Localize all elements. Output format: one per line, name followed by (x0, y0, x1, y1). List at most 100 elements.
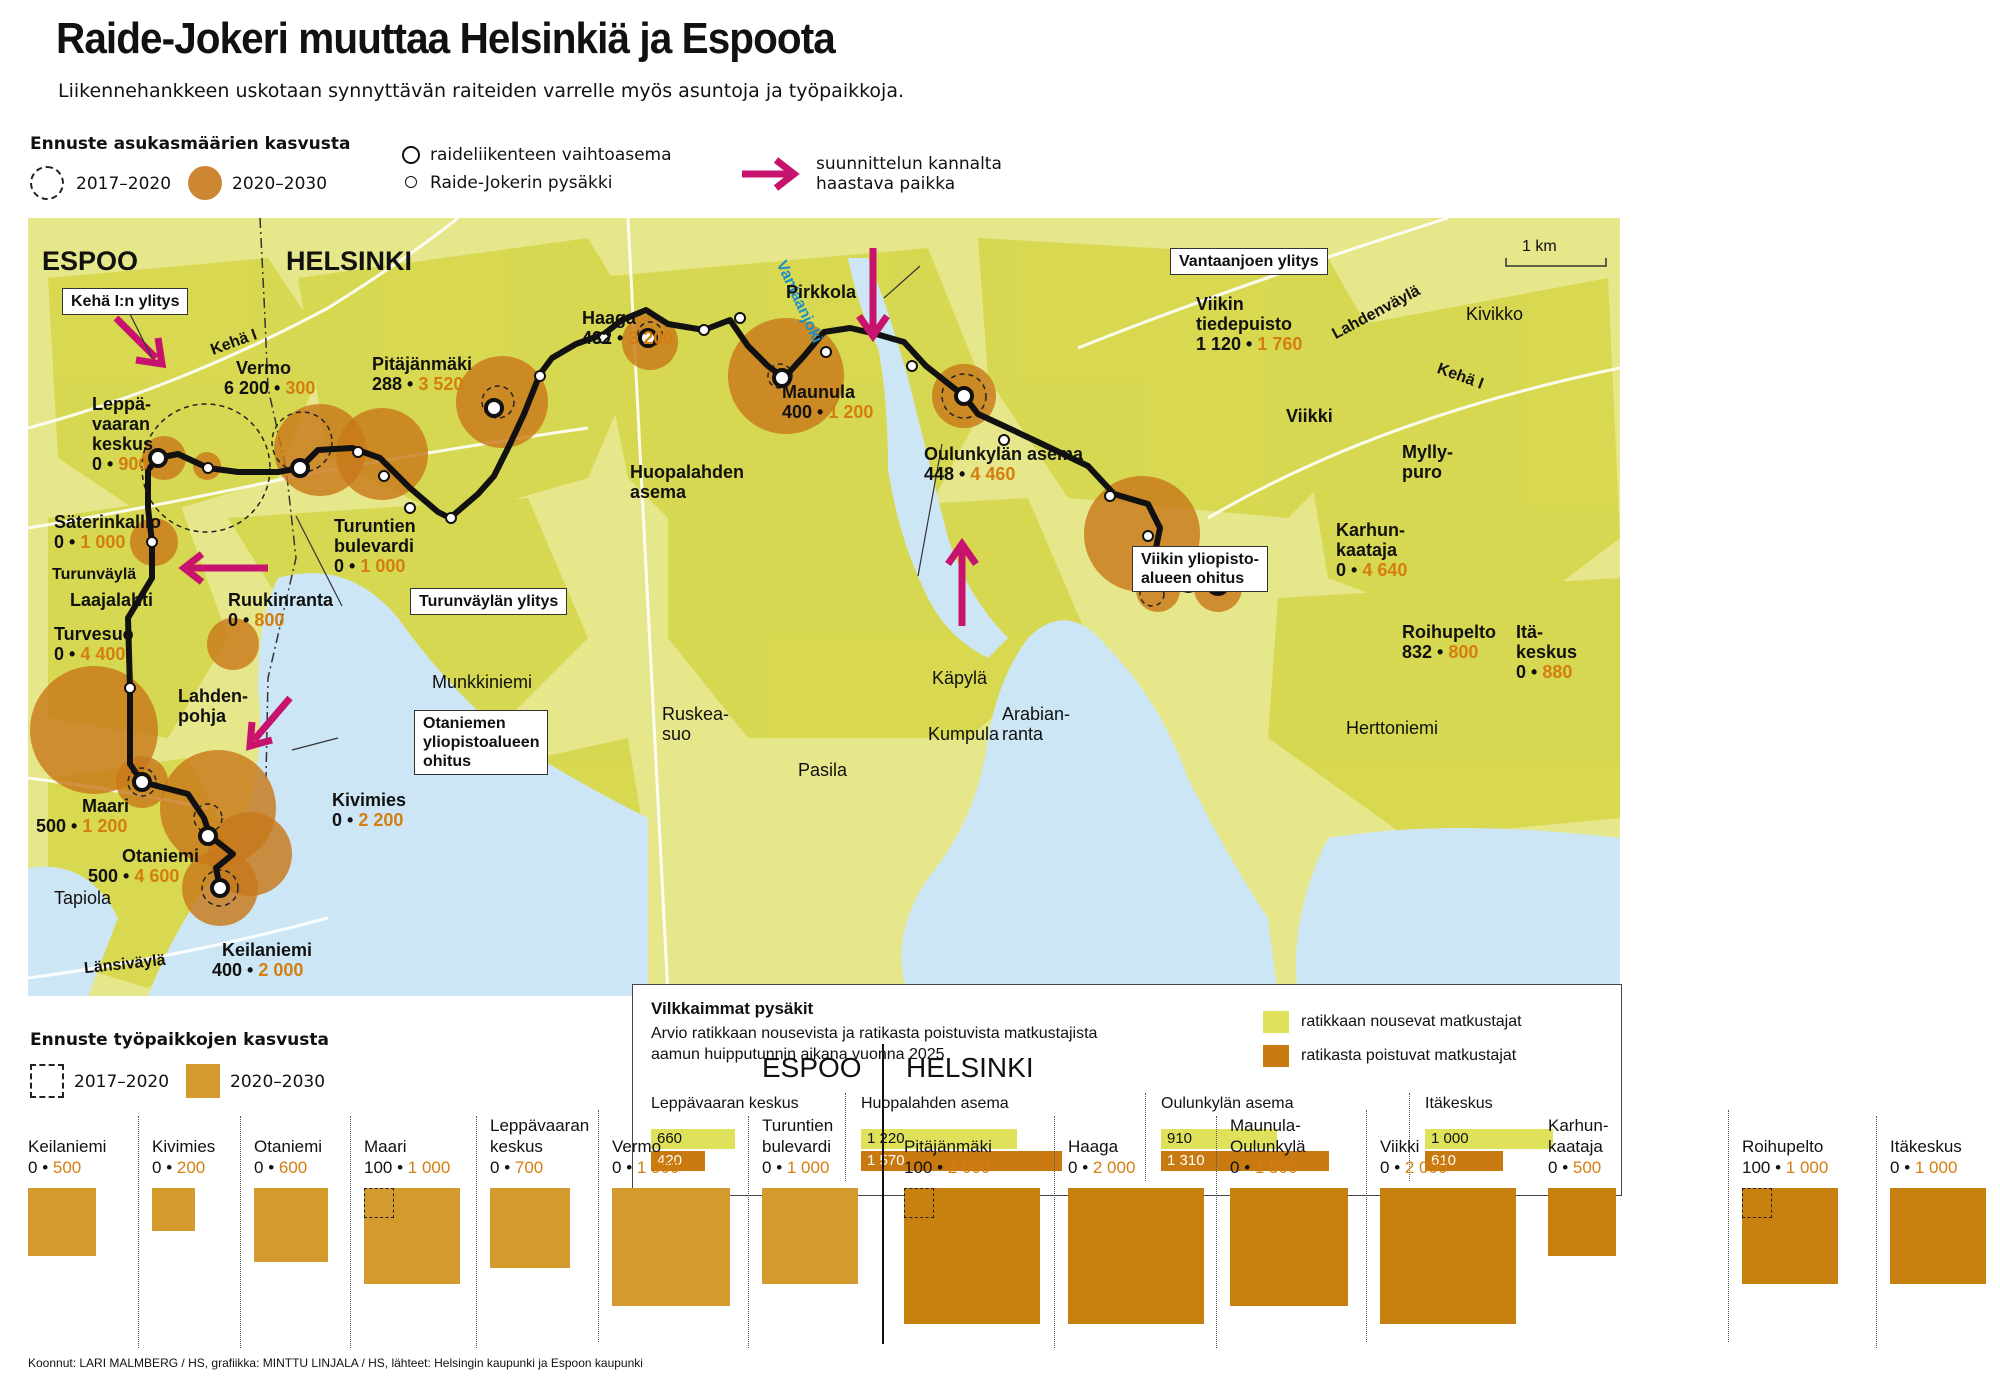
place-label: Tapiola (54, 888, 112, 908)
callout-viikin: Viikin yliopisto-alueen ohitus (1132, 546, 1268, 592)
alighting-bar: 1 310 (1161, 1151, 1329, 1171)
map-canvas (28, 218, 1620, 996)
stop-icon (405, 176, 417, 188)
station-label: Säterinkallio 0 • 1 000 (54, 512, 162, 552)
jobs-station-values: 0 • 700 (490, 1158, 544, 1177)
jobs-divider (476, 1116, 477, 1348)
jobs-station-name: Kivimies (152, 1137, 216, 1156)
legend-2020-label: 2020–2030 (232, 174, 328, 194)
place-label: Arabian-ranta (1002, 704, 1071, 744)
jobs-station-name: Leppävaaran keskus (490, 1116, 590, 1156)
jobs-station-values: 0 • 1 000 (1890, 1158, 1958, 1177)
jobs-growth-square (1068, 1188, 1204, 1324)
station-label: Itä-keskus 0 • 880 (1516, 622, 1578, 682)
jobs-station-name: Keilaniemi (28, 1137, 107, 1156)
scale-label: 1 km (1522, 238, 1557, 255)
station-label: Ruukinranta 0 • 800 (228, 590, 334, 630)
jobs-growth-square (1548, 1188, 1616, 1256)
jobs-station-name: Roihupelto (1742, 1137, 1824, 1156)
station-label: Laajalahti (70, 590, 154, 610)
station-label: Vermo 6 200 • 300 (224, 358, 316, 398)
jobs-prev-square (364, 1188, 394, 1218)
jobs-divider (350, 1116, 351, 1348)
alighting-key-label: ratikasta poistuvat matkustajat (1301, 1047, 1517, 1064)
busiest-stops-panel: Vilkkaimmat pysäkit Arvio ratikkaan nous… (632, 984, 1622, 1196)
legend-2017-label: 2017–2020 (76, 174, 172, 194)
station-label: Karhun-kaataja 0 • 4 640 (1336, 520, 1408, 580)
jobs-station-name: Otaniemi (254, 1137, 323, 1156)
boarding-bar: 910 (1161, 1129, 1277, 1149)
station-label: Kivimies 0 • 2 200 (332, 790, 407, 830)
dashed-circle-icon (30, 166, 64, 200)
jobs-station-name: Itäkeskus (1890, 1137, 1962, 1156)
station-label: Maari 500 • 1 200 (36, 796, 130, 836)
legend-stop-label: Raide-Jokerin pysäkki (430, 173, 613, 193)
station-label: Roihupelto 832 • 800 (1402, 622, 1496, 662)
jobs-growth-square (152, 1188, 195, 1231)
dashed-square-icon (30, 1064, 64, 1098)
place-label: Pasila (798, 760, 848, 780)
place-label: Herttoniemi (1346, 718, 1439, 738)
boarding-swatch (1263, 1011, 1289, 1033)
jobs-growth-square (1890, 1188, 1986, 1284)
jobs-growth-square (490, 1188, 570, 1268)
interchange-icon (402, 146, 420, 164)
jobs-station-values: 100 • 1 000 (1742, 1158, 1829, 1177)
station-label: Turvesuo 0 • 4 400 (54, 624, 134, 664)
callout-otaniemi: Otaniemen yliopistoalueen ohitus (414, 710, 549, 775)
boarding-bar: 660 (651, 1129, 735, 1149)
jobs-key-2020: 2020–2030 (230, 1072, 326, 1092)
busiest-station-name: Oulunkylän asema (1161, 1095, 1294, 1112)
station-label: Huopalahden asema (630, 462, 745, 502)
legend-interchange-label: raideliikenteen vaihtoasema (430, 145, 672, 165)
route-map: ESPOO HELSINKI 1 km Vantaanjoki Kehä I K… (28, 218, 1622, 1196)
jobs-prev-square (1742, 1188, 1772, 1218)
jobs-divider (138, 1116, 139, 1348)
filled-square-icon (186, 1064, 220, 1098)
station-label: Viikki (1286, 406, 1333, 426)
station-label: Viikin tiedepuisto 1 120 • 1 760 (1196, 294, 1303, 354)
jobs-growth-square (1230, 1188, 1348, 1306)
station-label: Otaniemi 500 • 4 600 (88, 846, 200, 886)
region-helsinki: HELSINKI (286, 246, 413, 276)
place-label: Kivikko (1466, 304, 1524, 324)
place-label: Käpylä (932, 668, 988, 688)
alighting-bar: 420 (651, 1151, 705, 1171)
jobs-growth-square (364, 1188, 460, 1284)
legend-arrow-label: suunnittelun kannalta haastava paikka (816, 154, 1002, 194)
place-label: Kumpula (928, 724, 1000, 744)
filled-circle-icon (188, 166, 222, 200)
jobs-growth-square (1380, 1188, 1516, 1324)
place-label: Ruskea-suo (662, 704, 730, 744)
jobs-growth-square (254, 1188, 328, 1262)
jobs-station-name: Maari (364, 1137, 407, 1156)
busiest-station-name: Itäkeskus (1425, 1095, 1493, 1112)
jobs-divider (1728, 1110, 1729, 1342)
alighting-swatch (1263, 1045, 1289, 1067)
station-label: Keilaniemi 400 • 2 000 (212, 940, 313, 980)
alighting-bar: 610 (1425, 1151, 1503, 1171)
busiest-subtitle: Arvio ratikkaan nousevista ja ratikasta … (651, 1025, 1098, 1063)
footer-credits: Koonnut: LARI MALMBERG / HS, grafiikka: … (28, 1356, 643, 1370)
station-label: Pitäjänmäki 288 • 3 520 (372, 354, 473, 394)
jobs-station-values: 0 • 200 (152, 1158, 206, 1177)
busiest-title: Vilkkaimmat pysäkit (651, 999, 814, 1018)
jobs-growth-square (904, 1188, 1040, 1324)
station-label: Haaga 432 • 3 200 (582, 308, 674, 348)
boarding-bar: 1 000 (1425, 1129, 1553, 1149)
road-label: Turunväylä (52, 566, 137, 583)
jobs-growth-square (612, 1188, 730, 1306)
station-label: Oulunkylän asema 448 • 4 460 (924, 444, 1084, 484)
pop-legend-heading: Ennuste asukasmäärien kasvusta (30, 134, 351, 154)
busiest-station-name: Leppävaaran keskus (651, 1095, 799, 1112)
magenta-arrow-icon (742, 157, 800, 191)
jobs-station-values: 100 • 1 000 (364, 1158, 451, 1177)
station-label: Turuntien bulevardi 0 • 1 000 (334, 516, 416, 576)
alighting-bar: 1 570 (861, 1151, 1062, 1171)
jobs-divider (240, 1116, 241, 1348)
page-title: Raide-Jokeri muuttaa Helsinkiä ja Espoot… (56, 14, 836, 63)
jobs-growth-square (762, 1188, 858, 1284)
jobs-station-values: 0 • 600 (254, 1158, 308, 1177)
jobs-growth-square (28, 1188, 96, 1256)
jobs-heading: Ennuste työpaikkojen kasvusta (30, 1030, 329, 1050)
